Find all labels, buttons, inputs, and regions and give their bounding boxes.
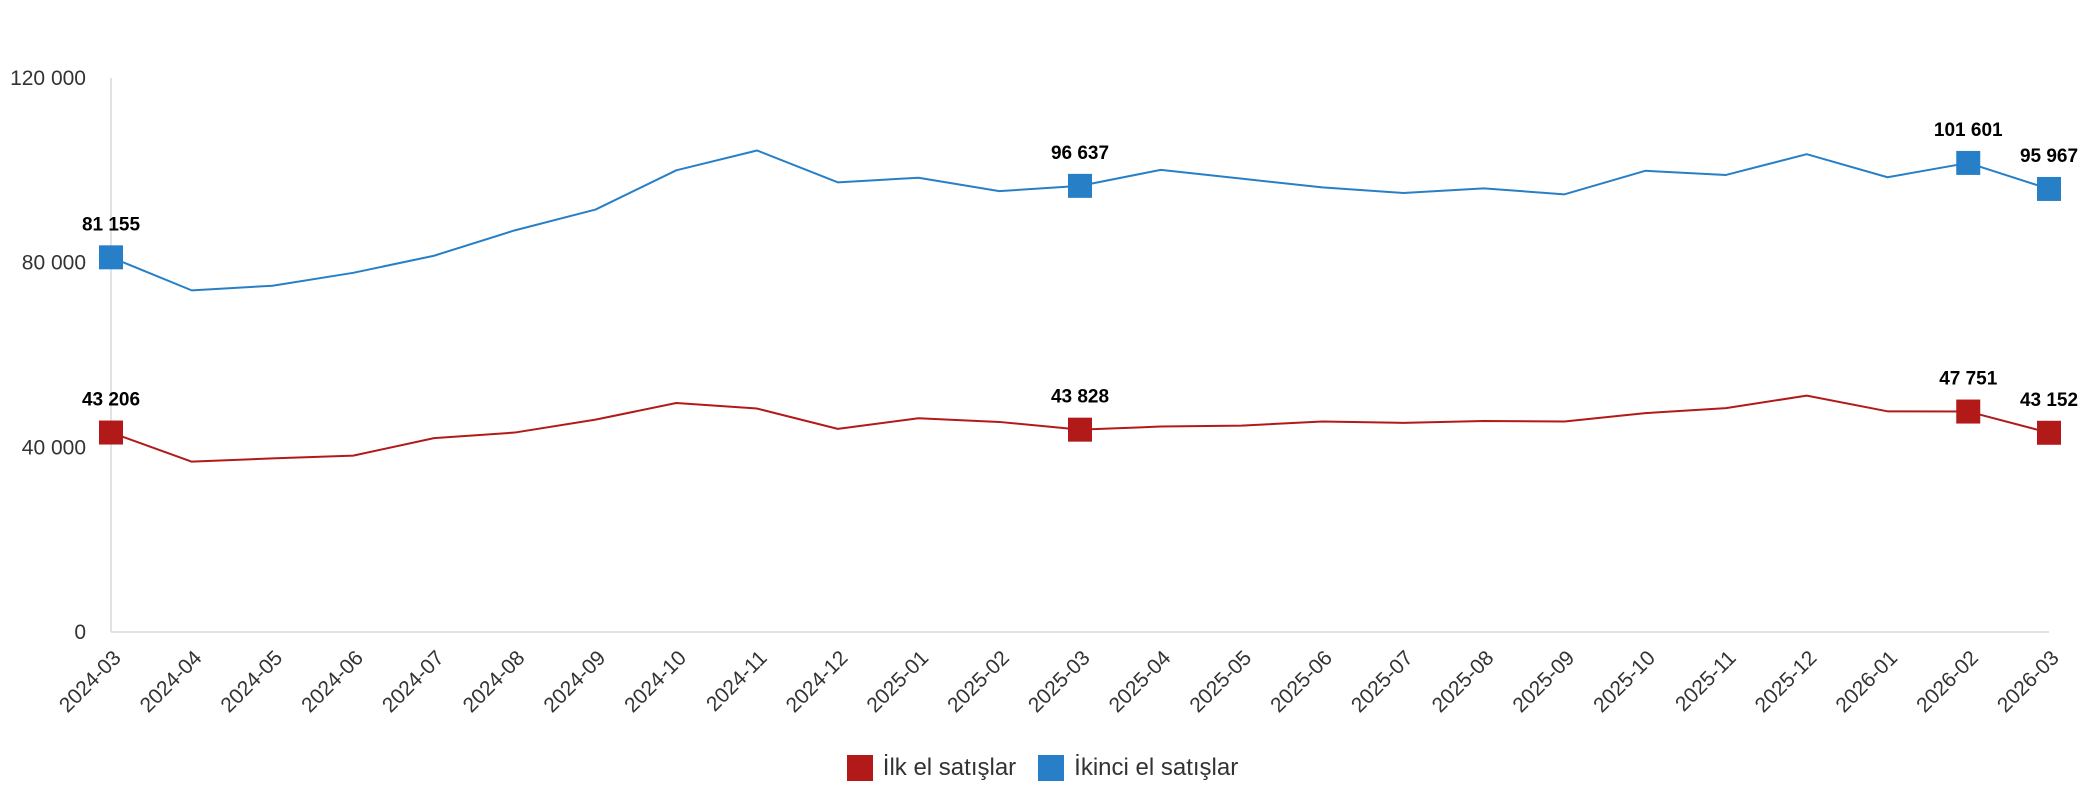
x-tick-label: 2024-07 — [378, 646, 449, 717]
legend-item-ikinci-el[interactable]: İkinci el satışlar — [1038, 754, 1238, 782]
series-marker-0[interactable] — [99, 420, 123, 445]
x-tick-label: 2025-05 — [1185, 646, 1256, 717]
x-tick-label: 2024-08 — [459, 646, 530, 717]
x-tick-label: 2024-10 — [620, 646, 691, 717]
x-tick-label: 2025-02 — [943, 646, 1014, 717]
data-labels: 43 206 43 828 47 751 43 152 81 155 96 637 101 … — [82, 120, 2078, 411]
x-tick-label: 2024-03 — [55, 646, 126, 717]
x-tick-label: 2025-10 — [1589, 646, 1660, 717]
x-tick-label: 2025-11 — [1671, 646, 1741, 716]
series-marker-1[interactable] — [1068, 173, 1092, 198]
x-tick-label: 2024-09 — [539, 646, 610, 717]
data-label-1: 96 637 — [1051, 143, 1109, 164]
x-tick-label: 2025-08 — [1428, 646, 1499, 717]
series-marker-1[interactable] — [99, 245, 123, 270]
data-label-1: 81 155 — [82, 214, 141, 235]
x-tick-label: 2026-02 — [1912, 646, 1983, 717]
data-label-0: 47 751 — [1939, 369, 1998, 390]
series-marker-0[interactable] — [1068, 417, 1092, 442]
series-marker-0[interactable] — [1956, 399, 1981, 424]
data-label-1: 95 967 — [2020, 146, 2078, 167]
legend-swatch-ikinci-el — [1038, 755, 1065, 781]
data-label-1: 101 601 — [1934, 120, 2003, 141]
x-tick-label: 2025-09 — [1508, 646, 1579, 717]
legend-item-ilk-el[interactable]: İlk el satışlar — [846, 754, 1017, 782]
y-tick-label: 0 — [74, 621, 86, 644]
series-markers — [99, 150, 2061, 445]
y-tick-label: 40 000 — [22, 436, 86, 459]
data-label-0: 43 206 — [82, 390, 140, 411]
legend-swatch-ilk-el — [846, 755, 873, 781]
x-tick-label: 2025-12 — [1751, 646, 1822, 717]
x-tick-label: 2024-12 — [782, 646, 853, 717]
x-tick-label: 2025-07 — [1347, 646, 1418, 717]
series-marker-1[interactable] — [2037, 176, 2061, 201]
x-tick-label: 2026-03 — [1993, 646, 2064, 717]
x-tick-label: 2025-01 — [862, 646, 933, 717]
y-tick-label: 80 000 — [22, 252, 86, 275]
data-label-0: 43 828 — [1051, 387, 1109, 408]
x-tick-label: 2025-06 — [1266, 646, 1337, 717]
x-axis: 2024-03 2024-04 2024-05 2024-06 2024-07 2024-… — [55, 631, 2064, 717]
y-axis: 0 40 000 80 000 120 000 — [10, 67, 112, 644]
legend: İlk el satışlar İkinci el satışlar — [0, 748, 2085, 788]
x-tick-label: 2026-01 — [1831, 646, 1902, 717]
x-tick-label: 2025-03 — [1024, 646, 1095, 717]
x-tick-label: 2024-11 — [702, 646, 772, 716]
legend-label-ilk-el: İlk el satışlar — [882, 754, 1017, 781]
y-tick-label: 120 000 — [10, 67, 86, 90]
series-marker-0[interactable] — [2037, 420, 2061, 445]
legend-label-ikinci-el: İkinci el satışlar — [1074, 754, 1239, 781]
series-marker-1[interactable] — [1956, 150, 1981, 175]
x-tick-label: 2024-04 — [136, 646, 207, 717]
x-tick-label: 2024-05 — [216, 646, 287, 717]
x-tick-label: 2024-06 — [297, 646, 368, 717]
data-label-0: 43 152 — [2020, 390, 2078, 411]
x-tick-label: 2025-04 — [1105, 646, 1176, 717]
series-line-1 — [110, 149, 2050, 292]
